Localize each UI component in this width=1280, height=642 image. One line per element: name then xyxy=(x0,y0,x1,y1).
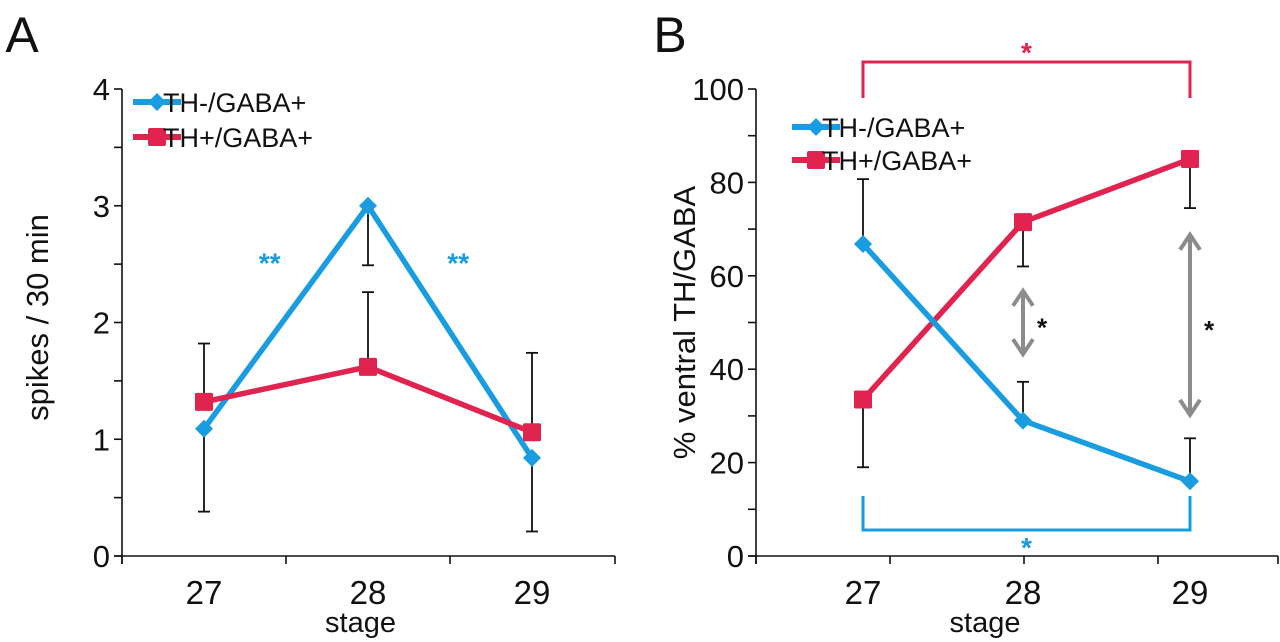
arrow-head-up xyxy=(1011,287,1035,307)
data-point-square xyxy=(359,357,377,376)
significance-bracket xyxy=(861,60,1192,98)
significance-bracket xyxy=(861,496,1192,532)
significance-stars: ** xyxy=(259,247,281,278)
legend-label: TH-/GABA+ xyxy=(163,88,306,118)
series-line-th-pos xyxy=(860,156,1191,402)
legend-marker-diamond xyxy=(807,118,825,136)
x-tick-label: 28 xyxy=(350,574,387,611)
y-tick-label: 60 xyxy=(710,259,744,294)
y-tick-label: 0 xyxy=(93,539,110,574)
panel-label: A xyxy=(5,7,39,63)
arrow-head-down xyxy=(1011,338,1035,358)
y-tick-label: 80 xyxy=(710,165,744,200)
double-arrow xyxy=(1011,287,1035,358)
legend-item: TH+/GABA+ xyxy=(792,146,972,176)
legend: TH-/GABA+TH+/GABA+ xyxy=(792,113,972,176)
y-tick-label: 4 xyxy=(93,72,110,107)
x-tick-label: 28 xyxy=(1005,574,1042,611)
data-point-diamond xyxy=(1181,472,1199,491)
data-point-diamond xyxy=(523,448,541,467)
legend-item: TH-/GABA+ xyxy=(792,113,965,143)
legend-label: TH+/GABA+ xyxy=(822,146,972,176)
double-arrow xyxy=(1178,231,1202,419)
data-point-diamond xyxy=(1014,411,1032,430)
legend-item: TH-/GABA+ xyxy=(133,88,306,118)
significance-star: * xyxy=(1021,37,1032,68)
y-tick-label: 0 xyxy=(727,539,744,574)
legend-marker-square xyxy=(148,128,166,146)
series-line-th-neg xyxy=(860,242,1191,484)
x-tick-label: 29 xyxy=(514,574,551,611)
y-tick-label: 20 xyxy=(710,446,744,481)
y-tick-label: 1 xyxy=(93,422,110,457)
panel-b: B 0 20 40 60 80 100 27 28 29 stage % ventral TH/GAB… xyxy=(653,7,1279,639)
significance-stars: ** xyxy=(447,247,469,278)
arrow-head-up xyxy=(1178,231,1202,251)
data-point-square xyxy=(195,392,213,411)
panel-a: A 0 1 2 3 4 27 28 29 stage spikes / 30 min ** ** TH-/… xyxy=(5,7,616,639)
x-axis-label: stage xyxy=(950,607,1021,639)
panel-label: B xyxy=(653,7,686,63)
y-tick-label: 40 xyxy=(710,352,744,387)
data-point-square xyxy=(1181,150,1199,169)
y-axis-label: % ventral TH/GABA xyxy=(667,186,702,460)
significance-star: * xyxy=(1204,315,1215,345)
data-point-diamond xyxy=(359,196,377,215)
y-tick-label: 2 xyxy=(93,306,110,341)
y-tick-label: 100 xyxy=(692,72,744,107)
data-point-diamond xyxy=(195,419,213,438)
legend-label: TH+/GABA+ xyxy=(163,123,313,153)
data-point-square xyxy=(854,390,872,409)
y-axis-label: spikes / 30 min xyxy=(20,214,55,421)
significance-star: * xyxy=(1021,532,1032,563)
legend-label: TH-/GABA+ xyxy=(822,113,965,143)
legend: TH-/GABA+ TH+/GABA+ xyxy=(133,88,313,153)
data-point-square xyxy=(1014,213,1032,232)
arrow-head-down xyxy=(1178,398,1202,419)
legend-marker-diamond xyxy=(148,93,166,111)
x-axis-label: stage xyxy=(325,607,396,639)
legend-marker-square xyxy=(807,151,825,169)
data-point-square xyxy=(523,423,541,442)
x-tick-label: 29 xyxy=(1172,574,1209,611)
x-tick-label: 27 xyxy=(845,574,882,611)
x-tick-label: 27 xyxy=(186,574,223,611)
series-line-th-pos xyxy=(203,364,534,435)
significance-star: * xyxy=(1037,313,1048,343)
data-point-diamond xyxy=(854,235,872,254)
legend-item: TH+/GABA+ xyxy=(133,123,313,153)
y-tick-label: 3 xyxy=(93,189,110,224)
